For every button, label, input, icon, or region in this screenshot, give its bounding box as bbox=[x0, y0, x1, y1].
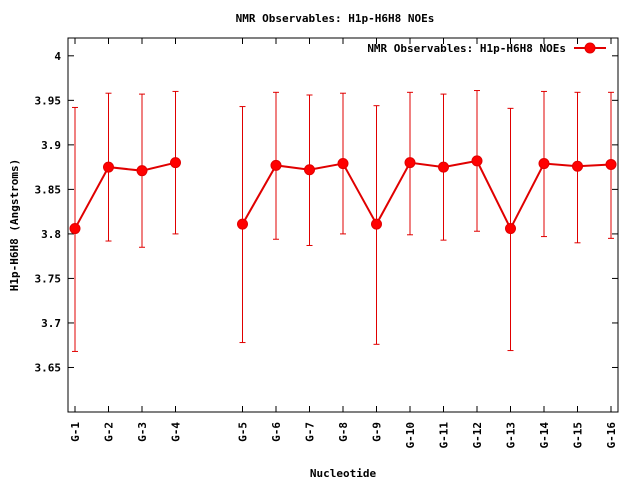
x-tick-label: G-11 bbox=[438, 422, 451, 449]
y-tick-label: 3.9 bbox=[41, 139, 61, 152]
x-tick-label: G-14 bbox=[538, 422, 551, 449]
x-tick-label: G-15 bbox=[572, 422, 585, 449]
data-point bbox=[471, 155, 483, 167]
x-tick-label: G-1 bbox=[69, 422, 82, 442]
x-tick-label: G-13 bbox=[505, 422, 518, 449]
y-tick-label: 3.85 bbox=[35, 183, 62, 196]
x-tick-label: G-16 bbox=[605, 422, 618, 449]
data-point bbox=[103, 161, 114, 173]
y-tick-label: 3.7 bbox=[41, 317, 61, 330]
x-axis: G-1 G-2 G-3 G-4 G-5 G-6 G-7 G-8 G-9 G-10 G-11 G-12 G… bbox=[69, 38, 618, 449]
data-point bbox=[572, 160, 583, 172]
data-point bbox=[170, 157, 181, 169]
chart-title: NMR Observables: H1p-H6H8 NOEs bbox=[236, 12, 435, 25]
data-point bbox=[237, 218, 248, 230]
data-point bbox=[404, 157, 416, 169]
x-tick-label: G-3 bbox=[136, 422, 149, 442]
series-lines bbox=[74, 159, 612, 231]
legend-marker bbox=[584, 42, 596, 54]
data-point bbox=[270, 159, 282, 171]
y-tick-label: 4 bbox=[54, 50, 61, 63]
x-axis-label: Nucleotide bbox=[310, 467, 377, 480]
y-tick-label: 3.75 bbox=[35, 272, 62, 285]
x-tick-label: G-10 bbox=[404, 422, 417, 449]
data-point bbox=[605, 158, 617, 170]
series-line bbox=[74, 161, 176, 230]
y-tick-label: 3.95 bbox=[35, 94, 62, 107]
x-tick-label: G-4 bbox=[170, 422, 183, 442]
x-tick-label: G-6 bbox=[270, 422, 283, 442]
series-line bbox=[241, 159, 612, 231]
x-tick-label: G-8 bbox=[337, 422, 350, 442]
y-tick-label: 3.8 bbox=[41, 228, 61, 241]
x-tick-label: G-12 bbox=[471, 422, 484, 449]
data-point bbox=[304, 164, 315, 176]
y-tick-label: 3.65 bbox=[35, 361, 62, 374]
legend: NMR Observables: H1p-H6H8 NOEs bbox=[367, 42, 606, 55]
legend-label: NMR Observables: H1p-H6H8 NOEs bbox=[367, 42, 566, 55]
x-tick-label: G-7 bbox=[304, 422, 317, 442]
data-point bbox=[371, 218, 382, 230]
x-tick-label: G-5 bbox=[237, 422, 250, 442]
data-point bbox=[136, 165, 148, 177]
series-markers bbox=[69, 155, 617, 235]
data-point bbox=[438, 161, 449, 173]
error-bars bbox=[72, 90, 614, 352]
y-axis-label: H1p-H6H8 (Angstroms) bbox=[8, 159, 21, 291]
data-point bbox=[538, 158, 550, 170]
x-tick-label: G-9 bbox=[371, 422, 384, 442]
data-point bbox=[505, 223, 516, 235]
y-axis: 3.65 3.7 3.75 3.8 3.85 3.9 3.95 4 bbox=[35, 50, 618, 374]
x-tick-label: G-2 bbox=[103, 422, 116, 442]
data-point bbox=[69, 223, 81, 235]
data-point bbox=[337, 158, 349, 170]
